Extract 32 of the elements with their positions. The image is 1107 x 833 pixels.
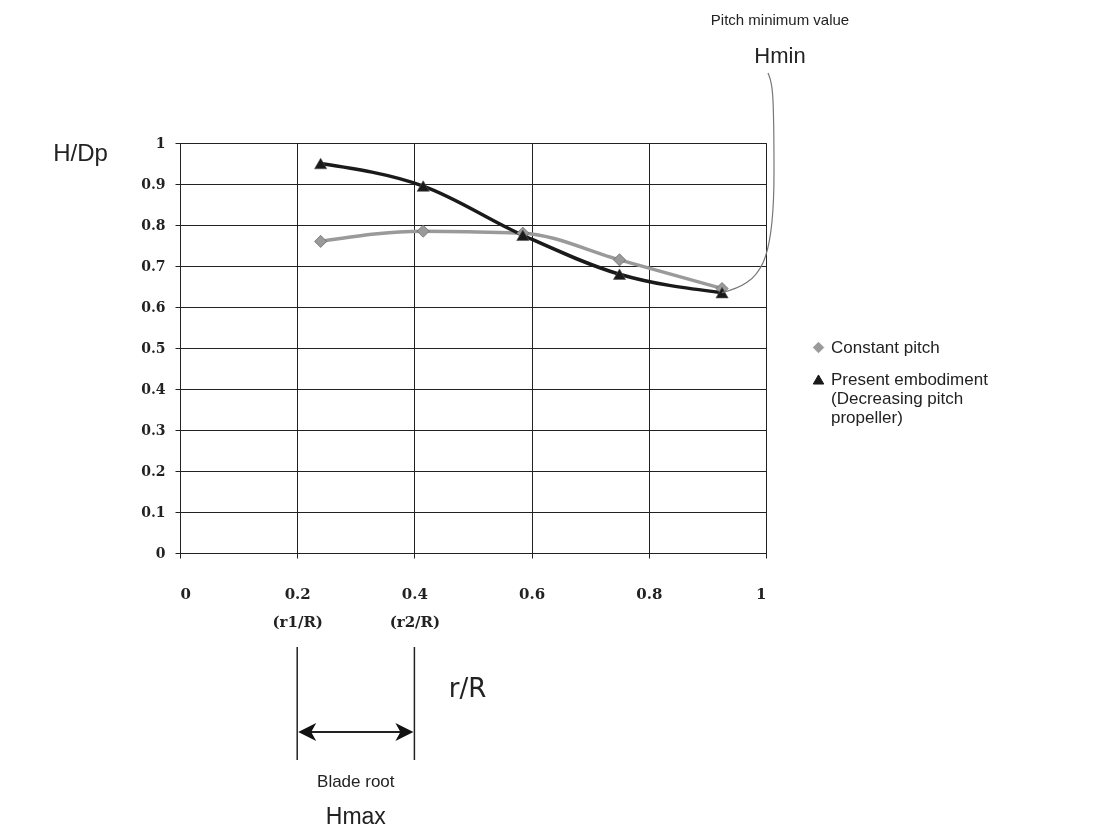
legend-label: Constant pitch — [831, 337, 940, 357]
x-axis-title: r/R — [448, 672, 487, 703]
x-tick-label: 0 — [180, 584, 191, 603]
point — [715, 287, 729, 299]
x-tick-label: 0.2 (r1/R) — [272, 584, 323, 631]
point — [314, 157, 328, 170]
point — [314, 234, 328, 248]
text: Pitch minimum value — [710, 11, 850, 28]
y-tick-label: 0.1 — [141, 503, 166, 520]
y-tick-label: 0 — [155, 544, 166, 561]
text: Blade root — [317, 772, 395, 791]
y-tick-label: 0.7 — [141, 257, 166, 274]
point — [613, 253, 626, 267]
y-axis-title: H/Dp — [53, 138, 108, 166]
point — [613, 268, 626, 280]
text: Hmax — [325, 803, 387, 829]
y-tick-label: 0.2 — [141, 462, 166, 479]
y-tick-label: 0.3 — [141, 421, 166, 438]
annotation: Hmin — [754, 43, 806, 68]
x-tick-label: 1 — [756, 584, 767, 603]
y-tick-label: 0.4 — [141, 380, 166, 397]
y-tick-label: 0.8 — [141, 216, 166, 233]
x-tick-label: 0.6 — [519, 584, 546, 603]
x-tick-label: 0.4 (r2/R) — [389, 584, 441, 631]
x-tick-label: 0.8 — [636, 584, 663, 603]
legend-label: Present embodiment (Decreasing pitch propeller) — [831, 369, 989, 427]
point — [416, 180, 430, 192]
y-tick-label: 0.9 — [141, 175, 166, 192]
y-tick-label: 1 — [155, 134, 166, 151]
y-tick-label: 0.6 — [141, 298, 166, 315]
y-tick-label: 0.5 — [141, 339, 166, 356]
point — [416, 224, 430, 238]
